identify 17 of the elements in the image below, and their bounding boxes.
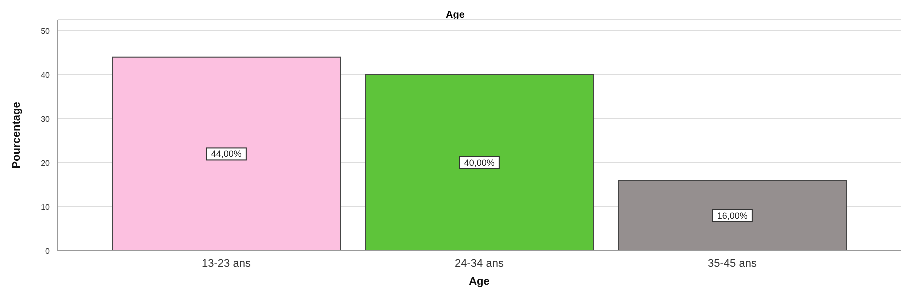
y-tick-label: 50 [41,26,51,36]
data-label: 40,00% [464,158,495,168]
x-axis-title: Age [469,276,490,288]
y-axis-title: Pourcentage [10,102,23,169]
y-tick-label: 0 [46,246,51,256]
x-tick-label: 35-45 ans [708,258,758,270]
y-tick-label: 20 [41,158,51,168]
bar [112,56,342,251]
x-tick-label: 24-34 ans [455,258,504,270]
data-label: 44,00% [211,149,242,160]
x-tick-label: 13-23 ans [202,258,252,270]
y-tick-label: 40 [41,70,51,80]
y-tick-label: 10 [41,202,51,212]
y-tick-label: 30 [41,114,51,124]
bar [365,74,594,251]
data-label: 16,00% [717,210,748,221]
chart-title: Age [445,10,466,21]
